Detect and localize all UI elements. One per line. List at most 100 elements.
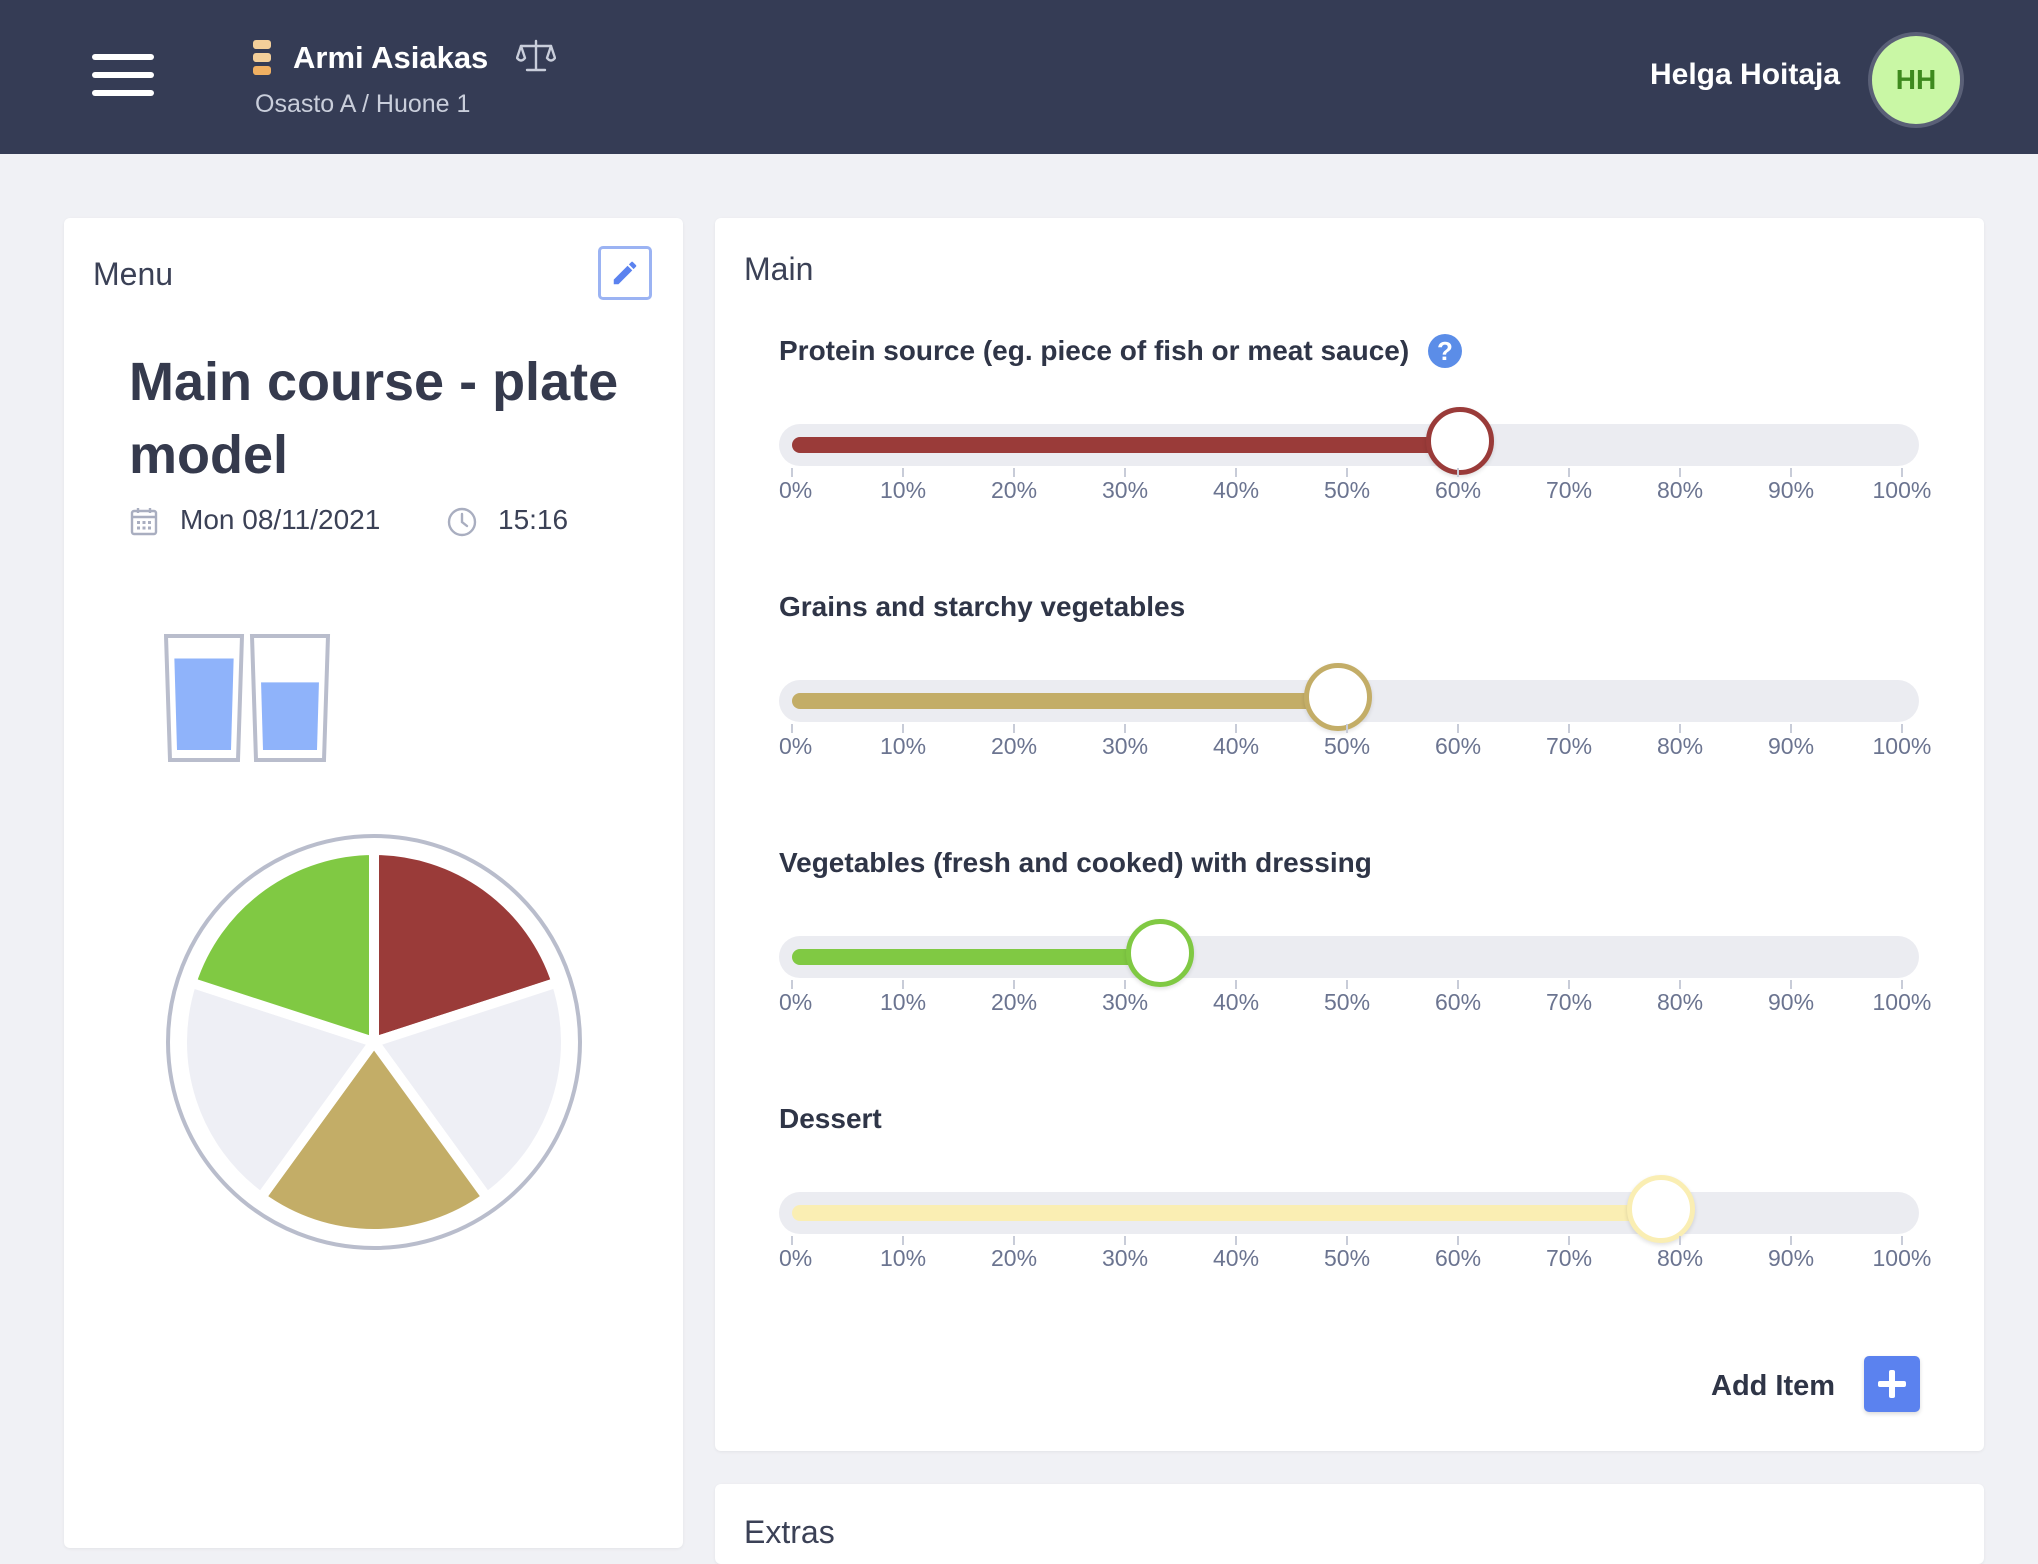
slider-tick-label: 90% xyxy=(1768,1245,1815,1271)
client-location: Osasto A / Huone 1 xyxy=(255,90,471,118)
slider-tick-label: 30% xyxy=(1102,989,1149,1015)
slider-tick xyxy=(1124,468,1126,477)
scale-icon[interactable] xyxy=(516,38,556,74)
slider-thumb[interactable] xyxy=(1303,663,1372,731)
slider-tick-label: 20% xyxy=(991,989,1038,1015)
slider-tick-label: 20% xyxy=(991,477,1038,503)
slider-tick xyxy=(1013,1236,1015,1245)
slider-tick xyxy=(1346,980,1348,989)
slider-tick xyxy=(1235,1236,1237,1245)
water-level xyxy=(174,658,234,750)
extras-card: Extras xyxy=(715,1484,1984,1564)
status-icon xyxy=(253,40,271,78)
top-bar: Armi Asiakas Osasto A / Huone 1 Helga Ho… xyxy=(0,0,2038,154)
add-item-label[interactable]: Add Item xyxy=(1711,1370,1836,1402)
course-title: Main course - plate model xyxy=(129,352,619,485)
help-icon[interactable]: ? xyxy=(1428,334,1462,368)
slider-tick xyxy=(1790,468,1792,477)
slider-tick-label: 100% xyxy=(1872,989,1932,1015)
slider-tick xyxy=(791,980,793,989)
client-name[interactable]: Armi Asiakas xyxy=(293,40,489,75)
slider-tick-label: 60% xyxy=(1435,1245,1482,1271)
portion-slider[interactable] xyxy=(779,1175,1919,1243)
slider-tick-label: 0% xyxy=(779,1245,813,1271)
slider-fill xyxy=(792,1205,1661,1221)
slider-tick-label: 50% xyxy=(1324,477,1371,503)
slider-tick xyxy=(1235,980,1237,989)
slider-tick xyxy=(902,724,904,733)
add-item-button[interactable] xyxy=(1864,1356,1920,1412)
slider-tick-label: 70% xyxy=(1546,477,1593,503)
slider-tick xyxy=(1346,724,1348,733)
slider-tick-label: 80% xyxy=(1657,989,1704,1015)
slider-thumb[interactable] xyxy=(1626,1175,1695,1243)
slider-label: Protein source (eg. piece of fish or mea… xyxy=(779,335,1410,366)
slider-tick xyxy=(791,468,793,477)
slider-fill xyxy=(792,949,1160,965)
edit-button[interactable] xyxy=(598,246,652,300)
slider-tick-label: 90% xyxy=(1768,477,1815,503)
slider-tick xyxy=(1679,980,1681,989)
slider-tick xyxy=(1457,468,1459,477)
slider-tick-label: 100% xyxy=(1872,1245,1932,1271)
slider-tick xyxy=(1568,1236,1570,1245)
pencil-icon xyxy=(613,261,637,285)
extras-card-title: Extras xyxy=(744,1514,835,1550)
main-card: Main ? Add Item Protein source (eg. piec… xyxy=(715,218,1984,1451)
slider-tick xyxy=(1679,1236,1681,1245)
slider-tick-label: 60% xyxy=(1435,989,1482,1015)
slider-tick-label: 80% xyxy=(1657,477,1704,503)
slider-fill xyxy=(792,437,1461,453)
slider-tick xyxy=(1457,1236,1459,1245)
slider-fill xyxy=(792,693,1338,709)
plate-slice xyxy=(177,977,379,1203)
main-card-title: Main xyxy=(744,251,814,287)
slider-tick xyxy=(1013,980,1015,989)
slider-tick-label: 60% xyxy=(1435,733,1482,759)
slider-tick-label: 50% xyxy=(1324,989,1371,1015)
slider-thumb[interactable] xyxy=(1125,919,1194,987)
menu-icon[interactable] xyxy=(92,52,154,98)
slider-tick xyxy=(1013,468,1015,477)
slider-tick-label: 80% xyxy=(1657,1245,1704,1271)
slider-tick-label: 10% xyxy=(880,1245,927,1271)
slider-tick xyxy=(1901,1236,1903,1245)
menu-card: Menu Main course - plate model Mon 08/11… xyxy=(64,218,683,1548)
portion-slider[interactable] xyxy=(779,663,1919,731)
slider-tick xyxy=(1346,1236,1348,1245)
slider-tick xyxy=(1457,980,1459,989)
avatar[interactable]: HH xyxy=(1868,32,1964,128)
slider-tick-label: 100% xyxy=(1872,733,1932,759)
slider-tick xyxy=(1901,980,1903,989)
menu-date: Mon 08/11/2021 xyxy=(180,504,381,535)
slider-tick xyxy=(1790,1236,1792,1245)
slider-tick-label: 40% xyxy=(1213,989,1260,1015)
slider-tick xyxy=(1901,724,1903,733)
slider-tick xyxy=(1568,468,1570,477)
slider-tick xyxy=(1901,468,1903,477)
slider-tick xyxy=(1235,724,1237,733)
slider-label: Vegetables (fresh and cooked) with dress… xyxy=(779,847,1372,878)
clock-icon xyxy=(447,507,477,537)
slider-tick-label: 20% xyxy=(991,733,1038,759)
slider-tick xyxy=(1568,724,1570,733)
portion-slider[interactable] xyxy=(779,919,1919,987)
water-level xyxy=(261,682,319,750)
slider-label: Grains and starchy vegetables xyxy=(779,591,1186,622)
slider-tick xyxy=(1679,468,1681,477)
plate-slice xyxy=(369,977,571,1203)
slider-tick-label: 30% xyxy=(1102,477,1149,503)
slider-tick xyxy=(1235,468,1237,477)
slider-tick xyxy=(1346,468,1348,477)
slider-thumb[interactable] xyxy=(1426,407,1495,475)
slider-tick-label: 20% xyxy=(991,1245,1038,1271)
slider-tick-label: 60% xyxy=(1435,477,1482,503)
slider-tick-label: 40% xyxy=(1213,1245,1260,1271)
portion-slider[interactable] xyxy=(779,407,1919,475)
slider-tick xyxy=(1790,724,1792,733)
slider-tick-label: 0% xyxy=(779,733,813,759)
plate-slice xyxy=(256,1037,492,1239)
slider-tick xyxy=(791,724,793,733)
slider-tick xyxy=(902,1236,904,1245)
slider-tick xyxy=(1790,980,1792,989)
